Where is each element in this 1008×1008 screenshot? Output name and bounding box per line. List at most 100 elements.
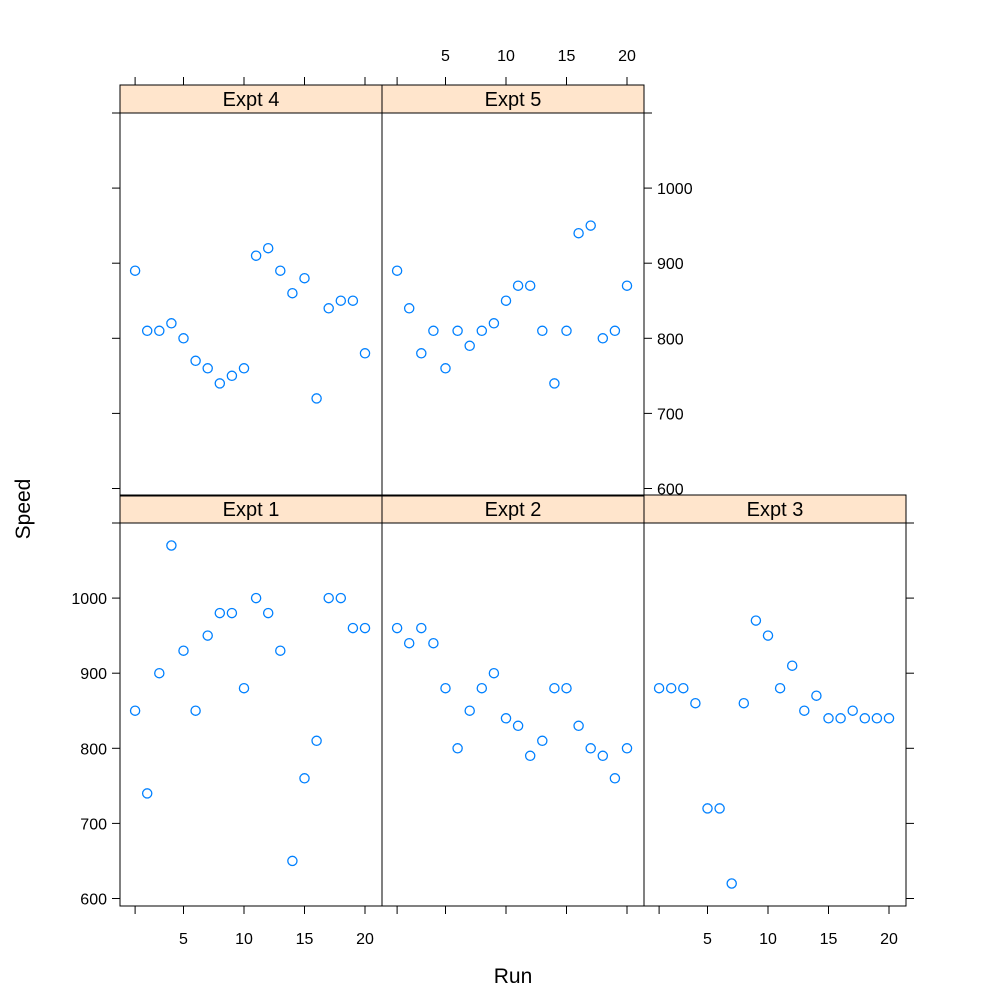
data-point bbox=[275, 265, 286, 276]
data-point bbox=[178, 645, 189, 656]
data-point bbox=[774, 682, 786, 694]
x-tick-label: 15 bbox=[558, 48, 576, 65]
data-point bbox=[464, 340, 475, 352]
data-point bbox=[621, 280, 633, 291]
data-point bbox=[726, 878, 737, 889]
strip bbox=[119, 494, 383, 524]
strip-label: Expt 5 bbox=[485, 89, 542, 111]
axes: 5 10 15 20 5 10 15 20 5 10 15 20 600 700 800 900 1000 600… bbox=[71, 48, 914, 948]
data-point bbox=[214, 607, 226, 619]
data-point bbox=[464, 705, 475, 716]
y-tick-label: 600 bbox=[657, 481, 684, 498]
data-point bbox=[537, 325, 548, 337]
data-point bbox=[512, 280, 524, 291]
data-point bbox=[190, 355, 201, 367]
strip bbox=[381, 84, 645, 114]
data-point bbox=[738, 697, 750, 709]
data-point bbox=[476, 325, 488, 337]
y-tick-label: 600 bbox=[80, 891, 107, 908]
data-point bbox=[561, 682, 572, 694]
data-point bbox=[323, 592, 334, 604]
x-tick-label: 15 bbox=[296, 931, 314, 948]
x-tick-label: 5 bbox=[441, 48, 450, 65]
data-point bbox=[549, 378, 560, 389]
data-point bbox=[214, 378, 226, 389]
data-point bbox=[202, 363, 213, 374]
data-point bbox=[141, 325, 153, 337]
data-point bbox=[359, 348, 371, 359]
data-point bbox=[597, 750, 609, 762]
data-point bbox=[416, 622, 427, 634]
data-point bbox=[428, 325, 439, 337]
data-point bbox=[452, 325, 463, 337]
panel-frame bbox=[381, 112, 645, 497]
data-point bbox=[678, 682, 689, 694]
y-axis-title: Speed bbox=[12, 479, 35, 540]
data-point bbox=[835, 713, 846, 724]
y-tick-label: 700 bbox=[80, 816, 107, 833]
strip-label: Expt 3 bbox=[747, 499, 804, 521]
data-point bbox=[488, 667, 500, 679]
data-point bbox=[403, 303, 415, 314]
x-tick-label: 20 bbox=[880, 931, 898, 948]
data-point bbox=[262, 242, 274, 254]
data-point bbox=[500, 713, 512, 724]
data-point bbox=[847, 705, 858, 716]
data-point bbox=[524, 750, 536, 762]
panel-expt-1: Expt 1 bbox=[119, 494, 383, 907]
panel-frame bbox=[381, 522, 645, 907]
data-point bbox=[561, 325, 572, 337]
data-point bbox=[287, 855, 298, 867]
data-point bbox=[347, 295, 359, 306]
data-point bbox=[190, 705, 201, 716]
data-point bbox=[238, 363, 250, 374]
y-tick-label: 900 bbox=[657, 256, 684, 273]
x-tick-label: 10 bbox=[497, 48, 515, 65]
data-point bbox=[129, 705, 141, 716]
data-point bbox=[347, 622, 359, 634]
x-tick-label: 20 bbox=[618, 48, 636, 65]
data-point bbox=[859, 713, 871, 724]
data-point bbox=[335, 592, 347, 604]
x-axis-title: Run bbox=[494, 965, 533, 988]
data-point bbox=[823, 713, 834, 724]
strip-label: Expt 1 bbox=[223, 499, 280, 521]
data-point bbox=[665, 682, 677, 694]
panel-expt-5: Expt 5 bbox=[381, 84, 645, 497]
data-point bbox=[871, 713, 883, 724]
data-point bbox=[549, 682, 560, 694]
data-point bbox=[512, 720, 524, 732]
data-point bbox=[428, 637, 439, 649]
x-tick-label: 10 bbox=[235, 931, 253, 948]
y-tick-label: 1000 bbox=[71, 591, 107, 608]
data-point bbox=[750, 615, 762, 626]
strip bbox=[119, 84, 383, 114]
data-point bbox=[500, 295, 512, 306]
data-point bbox=[476, 682, 488, 694]
data-point bbox=[287, 287, 298, 299]
x-tick-label: 10 bbox=[759, 931, 777, 948]
data-point bbox=[585, 743, 596, 754]
data-point bbox=[452, 743, 463, 754]
data-point bbox=[597, 333, 609, 344]
data-point bbox=[585, 220, 596, 231]
data-point bbox=[702, 803, 713, 814]
data-point bbox=[653, 682, 665, 694]
panel-expt-4: Expt 4 bbox=[119, 84, 383, 497]
data-point bbox=[226, 607, 238, 619]
data-point bbox=[391, 622, 403, 634]
data-point bbox=[690, 697, 701, 709]
data-point bbox=[488, 318, 500, 329]
x-tick-label: 20 bbox=[356, 931, 374, 948]
panel-expt-2: Expt 2 bbox=[381, 494, 645, 907]
data-point bbox=[573, 227, 584, 239]
data-point bbox=[440, 363, 451, 374]
data-point bbox=[311, 393, 322, 404]
data-point bbox=[609, 773, 621, 784]
y-tick-label: 800 bbox=[80, 741, 107, 758]
panel-frame bbox=[119, 522, 383, 907]
data-point bbox=[323, 303, 334, 314]
data-point bbox=[226, 370, 238, 382]
data-point bbox=[440, 682, 451, 694]
strip-label: Expt 4 bbox=[223, 89, 280, 111]
